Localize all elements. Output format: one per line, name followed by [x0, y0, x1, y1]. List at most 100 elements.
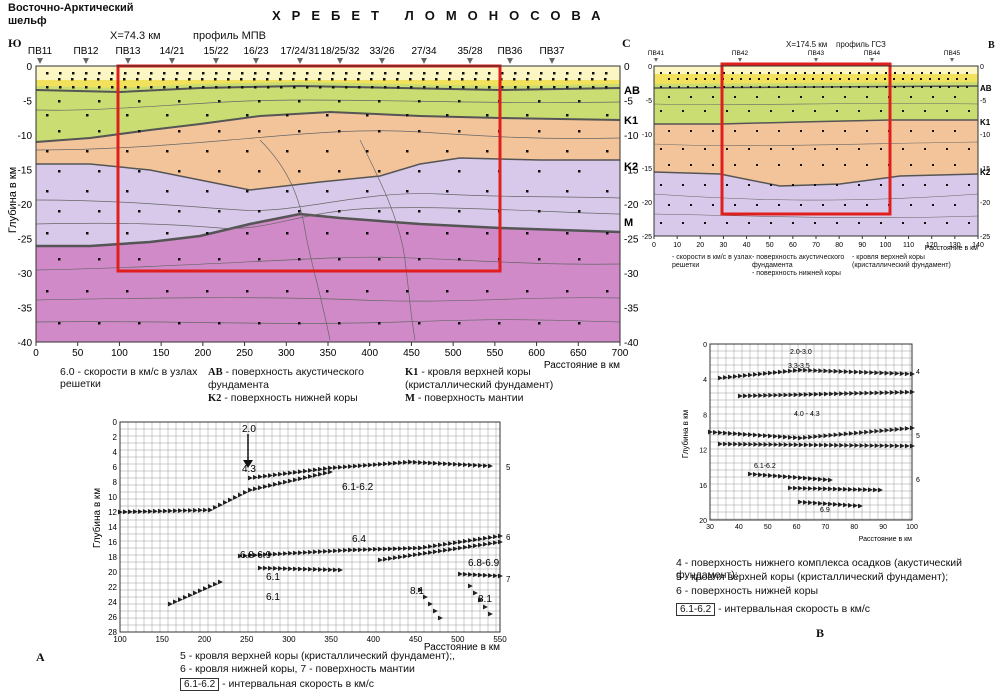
velocity-node [126, 150, 129, 153]
a-wavelet [432, 608, 438, 614]
velocity-node [124, 72, 127, 75]
velocity-node [418, 258, 421, 261]
a-wavelet [357, 463, 363, 469]
right-velocity-node [836, 148, 838, 150]
b-wavelet [817, 476, 823, 482]
a-wavelet [482, 572, 488, 578]
b-wavelet [899, 389, 905, 395]
b-wavelet [812, 500, 818, 506]
b-distance-tick-label: 30 [706, 524, 714, 531]
right-velocity-node [836, 222, 838, 224]
velocity-node [410, 72, 413, 75]
a-wavelet [382, 546, 388, 552]
velocity-node [578, 210, 581, 213]
right-station-marker [870, 58, 874, 62]
a-wavelet [352, 463, 358, 469]
a-wavelet [417, 587, 423, 593]
velocity-node [566, 114, 569, 117]
right-velocity-node [660, 110, 662, 112]
right-velocity-node [678, 86, 680, 88]
right-station-markers [654, 58, 954, 62]
main-station-label: 18/25/32 [321, 46, 360, 57]
velocity-node [58, 130, 61, 133]
legend-k2-symbol: K2 [208, 393, 222, 404]
b-wavelet [742, 373, 748, 378]
right-velocity-node [804, 72, 806, 74]
a-wavelet [487, 541, 493, 546]
b-wavelet [899, 443, 905, 449]
velocity-node [86, 190, 89, 193]
a-wavelet [187, 508, 193, 513]
right-velocity-node [800, 204, 802, 206]
b-wavelet [879, 370, 885, 376]
right-velocity-node [903, 86, 905, 88]
velocity-node [458, 322, 461, 325]
b-wavelet [848, 369, 854, 375]
a-wavelet [302, 550, 308, 555]
a-wavelet [317, 471, 323, 477]
velocity-node [475, 86, 478, 89]
b-wavelet [822, 501, 828, 507]
right-lavender-layer [654, 172, 978, 236]
a-wavelet [172, 508, 178, 514]
right-velocity-node [813, 72, 815, 74]
right-velocity-node [910, 130, 912, 132]
right-velocity-node [929, 78, 931, 80]
a-wavelet [447, 547, 453, 552]
b-wavelet [803, 392, 809, 397]
velocity-node [418, 210, 421, 213]
b-wavelet [727, 374, 733, 380]
main-station-marker [379, 58, 385, 64]
a-wavelet [492, 573, 498, 579]
a-wavelet [467, 583, 473, 589]
a-wavelet [407, 545, 413, 551]
main-depth-axis-label: Глубина в км [7, 167, 19, 233]
panel-b-reflection-events [707, 367, 915, 509]
a-wavelet [147, 508, 153, 514]
a-wavelet [267, 552, 273, 557]
velocity-node [378, 210, 381, 213]
right-velocity-node [876, 72, 878, 74]
panel-a-side-number: 5 [506, 463, 510, 472]
main-distance-tick-label: 400 [361, 348, 378, 359]
b-wavelet [827, 486, 833, 492]
velocity-node [418, 130, 421, 133]
velocity-node [258, 170, 261, 173]
a-wavelet [427, 601, 433, 607]
velocity-node [246, 190, 249, 193]
b-wavelet [823, 442, 829, 448]
a-wavelet [422, 460, 428, 466]
a-depth-tick-label: 24 [108, 598, 117, 607]
right-velocity-node [690, 130, 692, 132]
velocity-node [538, 322, 541, 325]
velocity-node [326, 190, 329, 193]
velocity-node [526, 290, 529, 293]
a-wavelet [277, 566, 283, 571]
right-legend-k2: - поверхность нижней коры [752, 270, 841, 277]
velocity-node [206, 190, 209, 193]
right-velocity-node [844, 204, 846, 206]
right-velocity-node [750, 86, 752, 88]
b-wavelet [853, 430, 859, 436]
a-wavelet [212, 581, 218, 587]
b-wavelet [889, 390, 895, 395]
b-wavelet [722, 430, 728, 436]
a-wavelet [217, 579, 223, 585]
main-legend-ab: AB - поверхность акустического фундамент… [208, 366, 398, 391]
a-wavelet [277, 480, 283, 486]
b-wavelet [808, 442, 814, 448]
b-wavelet [838, 432, 844, 437]
velocity-node [150, 72, 153, 75]
a-wavelet [272, 551, 278, 557]
right-velocity-node [946, 110, 948, 112]
a-wavelet [392, 555, 398, 561]
right-velocity-node [957, 86, 959, 88]
a-wavelet [352, 547, 358, 553]
panel-a-legend-line1: 5 - кровля верхней коры (кристаллический… [180, 650, 456, 662]
velocity-node [46, 72, 49, 75]
velocity-node [486, 114, 489, 117]
b-wavelet [763, 442, 769, 447]
right-velocity-node [732, 86, 734, 88]
velocity-node [462, 72, 465, 75]
right-velocity-node [947, 78, 949, 80]
